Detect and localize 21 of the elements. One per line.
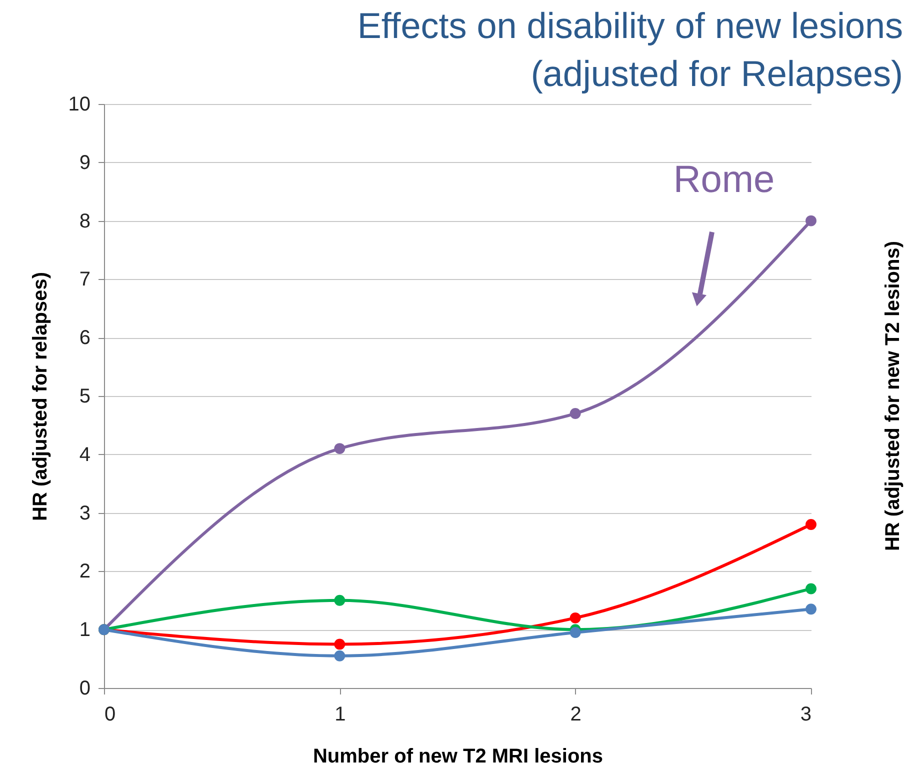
y-tick-label: 10	[68, 94, 90, 116]
y-tick-label: 1	[79, 619, 90, 642]
y-tick-label: 2	[79, 560, 90, 583]
y-tick-label: 8	[79, 210, 90, 232]
y-tick-label: 6	[79, 327, 90, 350]
x-tick-label: 1	[334, 704, 346, 726]
y2-axis-title: HR (adjusted for new T2 lesions)	[882, 240, 904, 552]
y-tick-label: 5	[79, 386, 90, 408]
annotation: Rome	[673, 159, 775, 201]
y-axis-title: HR (adjusted for relapses)	[29, 272, 52, 521]
y-tick-label: 4	[79, 444, 90, 466]
x-tick-label: 3	[800, 704, 812, 726]
text: Effects on disability of new lesions	[357, 5, 903, 46]
x-axis-title: Number of new T2 MRI lesions	[312, 746, 604, 768]
y-tick-label: 9	[79, 152, 90, 174]
x-tick-label: 0	[104, 704, 116, 726]
y-tick-label: 7	[79, 268, 90, 291]
text: (adjusted for Relapses)	[530, 53, 903, 94]
y-tick-label: 0	[79, 678, 90, 700]
x-tick-label: 2	[570, 704, 582, 726]
y-tick-label: 3	[79, 502, 90, 524]
